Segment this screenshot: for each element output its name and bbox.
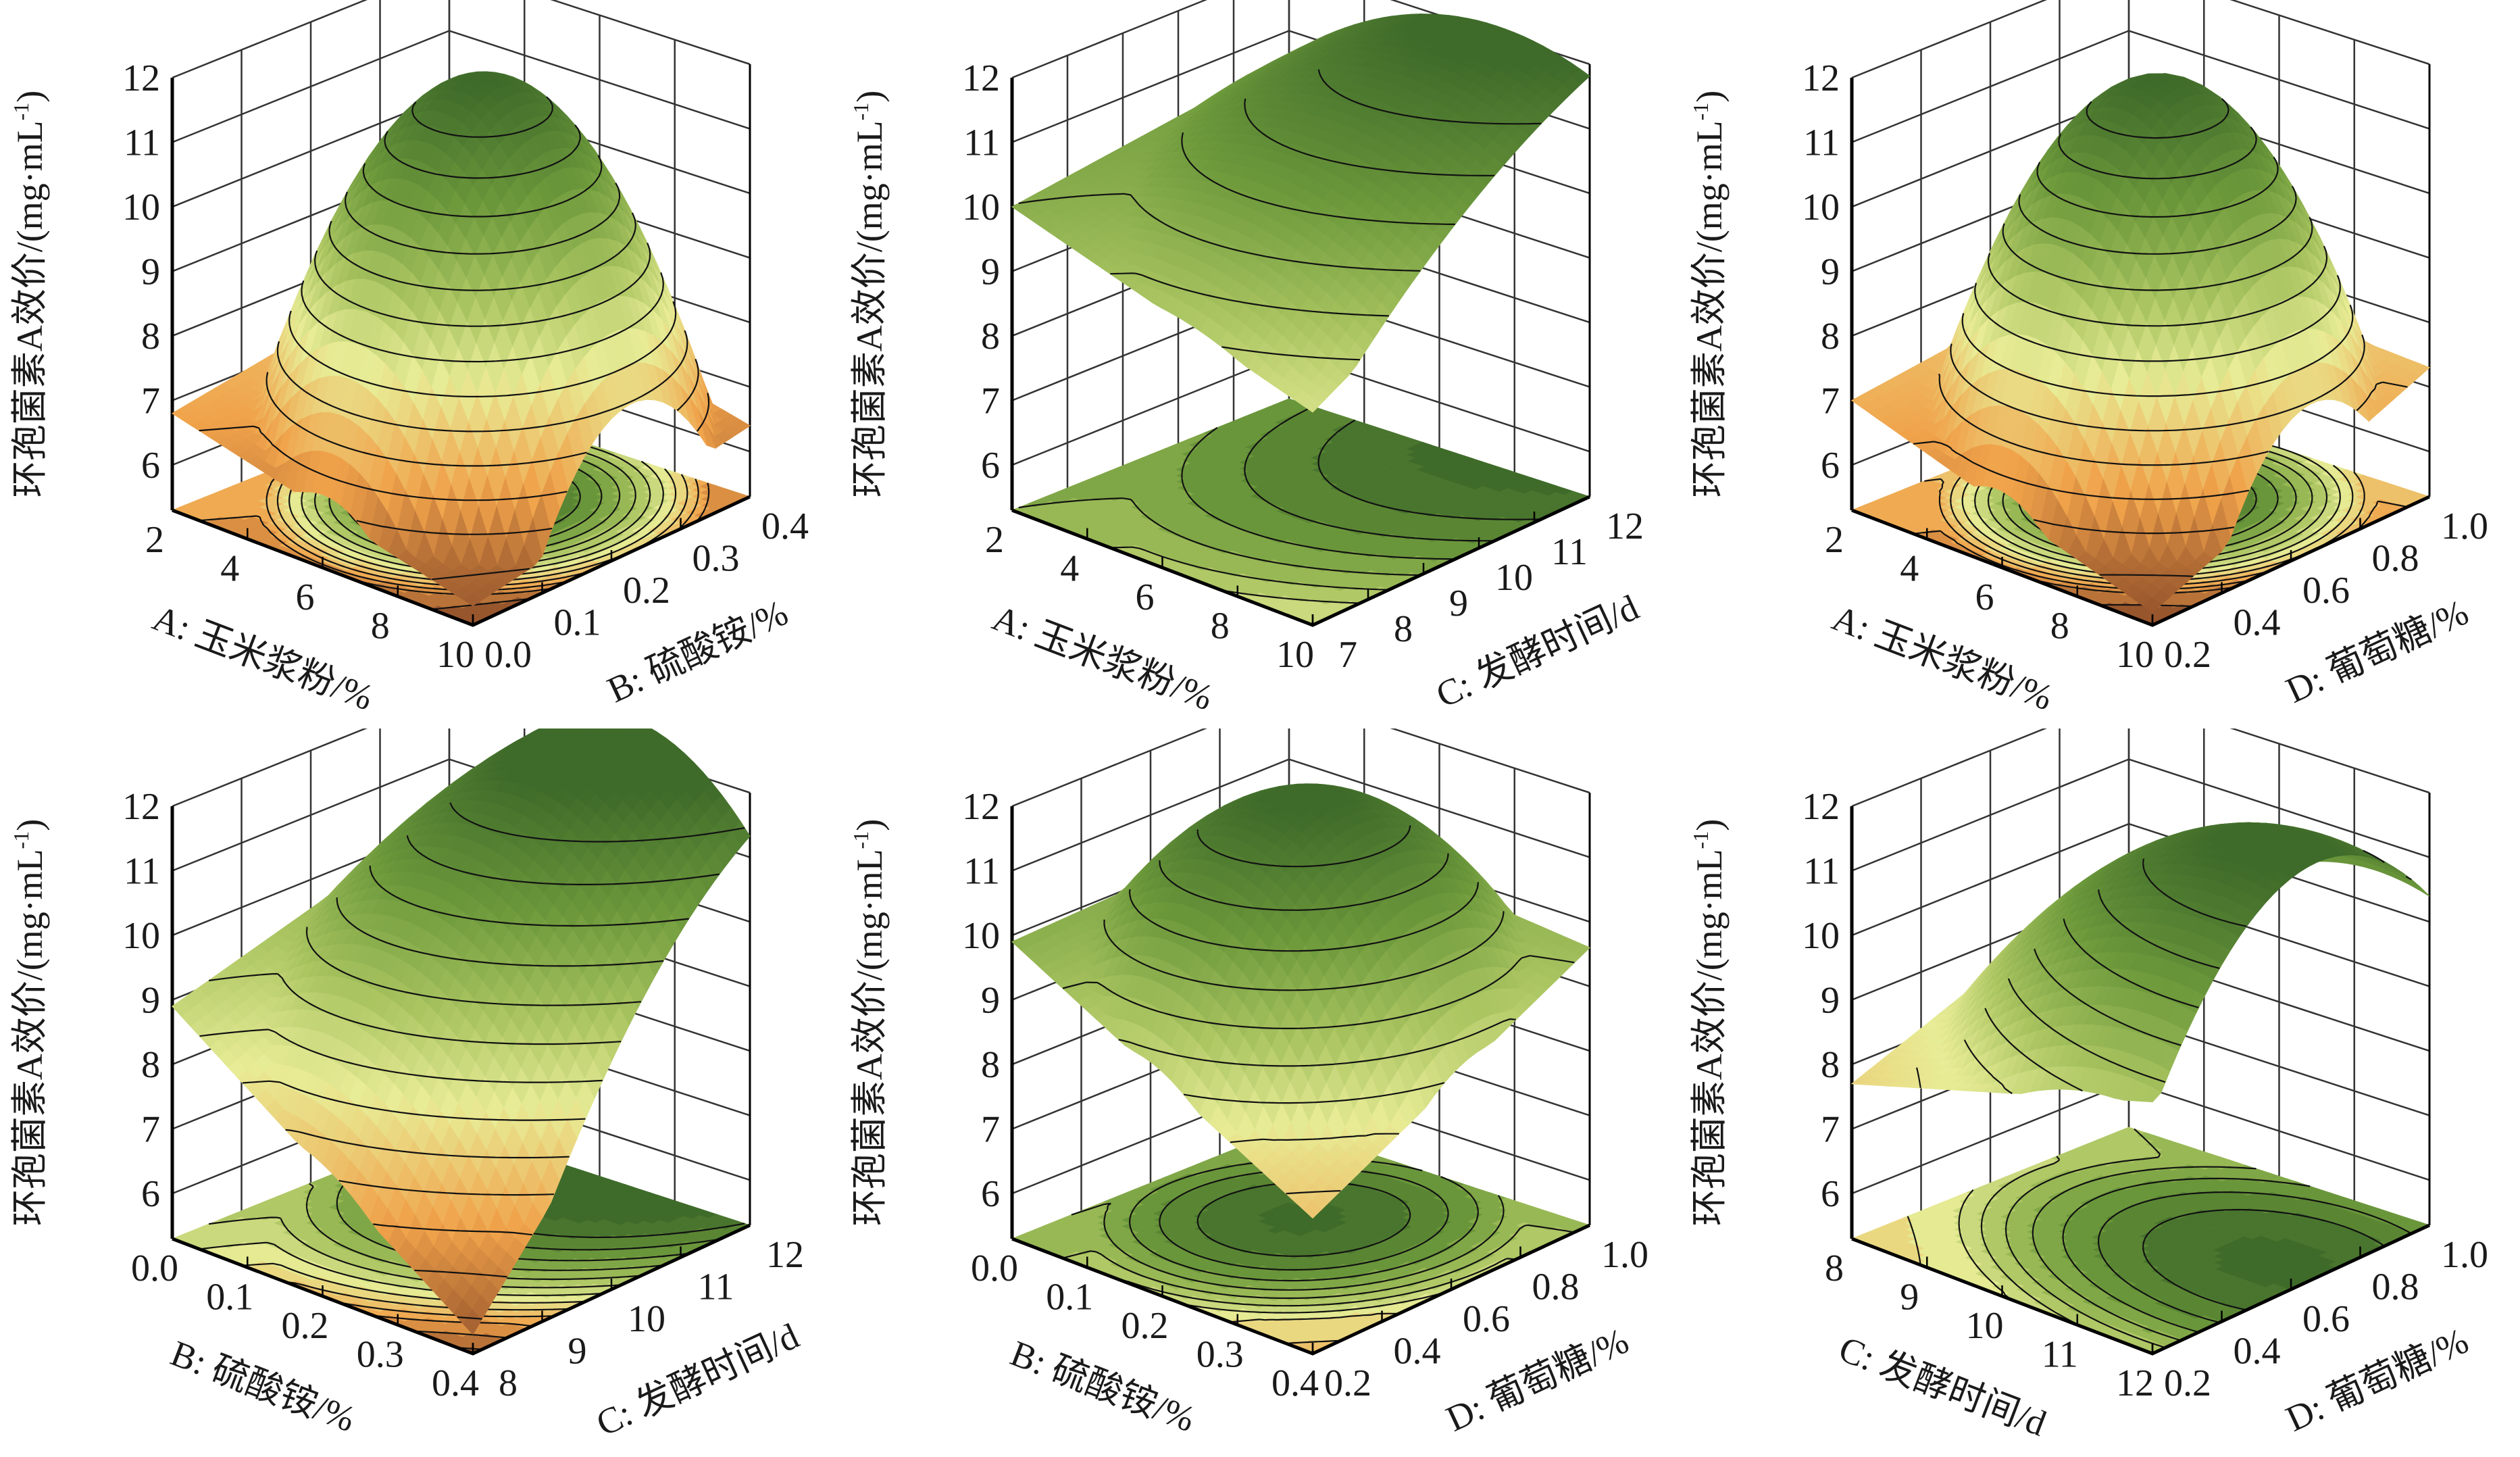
- surface-contour-line: [276, 330, 688, 433]
- surface-patch: [1303, 396, 1322, 413]
- x-tick-label: 8: [371, 606, 390, 647]
- floor-contour-line: [1317, 419, 1542, 520]
- x-tick-label: 8: [1211, 606, 1230, 647]
- y-tick-label: 12: [1606, 505, 1644, 547]
- surface-contour-line: [1317, 69, 1542, 125]
- z-tick-label: 10: [122, 187, 160, 228]
- z-gridline: [172, 0, 751, 79]
- floor-contour-line: [1181, 426, 1455, 560]
- surface-contour-line: [356, 520, 553, 535]
- y-tick-label: 9: [1449, 583, 1468, 624]
- panel-a-d: 6 7 8 9 10 11 12 环孢菌素A效价/(mg·mL-1) 2 4 6 8 10 0.2 0.4 0…: [1680, 0, 2519, 728]
- x-axis-title: A: 玉米浆粉/%: [147, 597, 378, 718]
- x-tick-label: 4: [1060, 548, 1079, 590]
- surface-contour-line: [199, 393, 710, 501]
- z-tick-label: 7: [141, 380, 160, 422]
- response-surface: [171, 71, 751, 607]
- surface-contour-line: [411, 96, 553, 138]
- x-tick-label: 2: [145, 519, 164, 561]
- x-tick-label: 4: [220, 548, 239, 590]
- y-tick-label: 8: [1394, 608, 1413, 650]
- floor-contour-line: [431, 597, 530, 610]
- surface-contour-line: [301, 272, 664, 363]
- y-tick-label: 7: [1338, 634, 1357, 676]
- surface-contour-line: [1018, 193, 1421, 272]
- response-surface: [1011, 14, 1590, 413]
- floor-contour-map: [1011, 398, 1591, 627]
- x-tick-label: 10: [436, 634, 474, 676]
- z-axis-title: 环孢菌素A效价/(mg·mL-1): [849, 91, 890, 498]
- surface-contour-line: [431, 568, 530, 581]
- y-tick-label: 0.4: [761, 505, 809, 547]
- x-tick-label: 2: [985, 519, 1004, 561]
- z-tick-label: 6: [981, 445, 1000, 487]
- x-tick-label: 10: [1276, 634, 1314, 676]
- surface-contour-line: [384, 124, 581, 179]
- z-tick-label: 7: [981, 380, 1000, 422]
- z-gridline: [1851, 0, 2430, 79]
- z-tick-label: 8: [981, 316, 1000, 357]
- z-tick-label: 12: [962, 57, 1000, 99]
- z-tick-label: 11: [963, 122, 1000, 164]
- surface-contour-line: [1244, 98, 1495, 176]
- z-tick-label: 6: [141, 445, 160, 487]
- surface-contour-line: [288, 301, 677, 397]
- panel-a-c: 6 7 8 9 10 11 12 环孢菌素A效价/(mg·mL-1) 2 4 6 8 10 7 8 9 10 11…: [840, 0, 1680, 728]
- floor-contour-line: [1018, 497, 1421, 576]
- z-axis-title: 环孢菌素A效价/(mg·mL-1): [9, 91, 50, 498]
- surface-contour-line: [1181, 132, 1455, 225]
- y-tick-label: 0.0: [484, 634, 532, 676]
- y-tick-label: 10: [1495, 557, 1533, 599]
- y-tick-label: 0.1: [554, 602, 601, 644]
- z-tick-label: 12: [122, 57, 160, 99]
- surface-contour-line: [1110, 272, 1389, 317]
- surface-contour-line: [266, 358, 699, 467]
- x-axis-title: A: 玉米浆粉/%: [987, 597, 1218, 718]
- z-tick-label: 9: [981, 251, 1000, 293]
- surface-contour-line: [1221, 346, 1361, 361]
- z-tick-label: 9: [141, 251, 160, 293]
- y-tick-label: 0.2: [623, 570, 670, 612]
- surface-contour-line: [328, 212, 636, 291]
- z-tick-label: 10: [962, 187, 1000, 228]
- surface-patch: [462, 593, 482, 607]
- x-tick-label: 6: [1136, 576, 1155, 618]
- x-tick-label: 6: [296, 576, 315, 618]
- z-tick-label: 11: [124, 122, 160, 164]
- surface-contour-line: [362, 155, 603, 218]
- surface-contour-line: [345, 182, 621, 255]
- surface-contour-line: [314, 243, 651, 327]
- y-tick-label: 0.3: [692, 538, 740, 580]
- panel-a-b: 6 7 8 9 10 11 12 环孢菌素A效价/(mg·mL-1) 2 4 6 8 10 0.0 0.1 0…: [0, 0, 840, 728]
- z-tick-label: 8: [141, 316, 160, 357]
- y-tick-label: 11: [1551, 531, 1588, 573]
